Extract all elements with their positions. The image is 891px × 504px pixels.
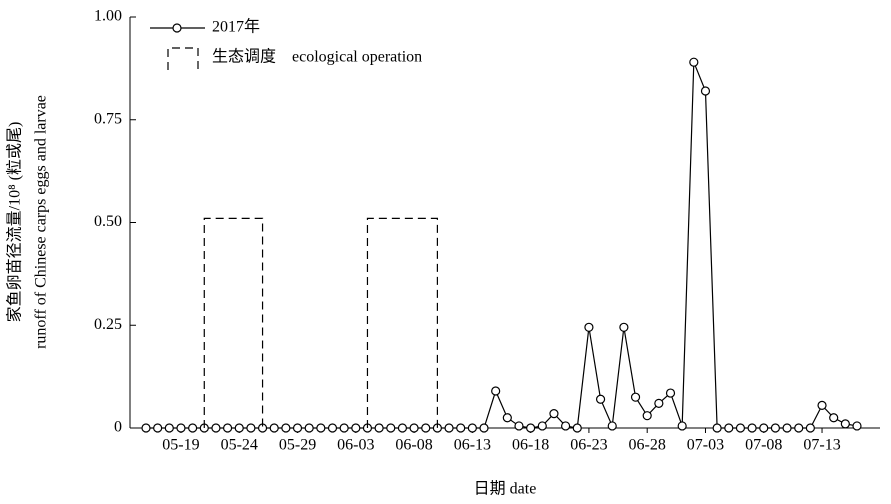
x-tick-label: 06-23 <box>570 437 607 454</box>
data-point <box>467 423 477 433</box>
data-point <box>176 423 186 433</box>
x-tick-label: 05-24 <box>221 437 258 454</box>
data-point <box>514 421 524 431</box>
data-point <box>526 423 536 433</box>
data-point <box>665 388 676 398</box>
data-point <box>677 421 687 431</box>
x-tick-label: 06-18 <box>512 437 549 454</box>
data-point <box>549 409 559 419</box>
data-point <box>339 423 349 433</box>
data-point <box>188 423 198 433</box>
data-point <box>421 423 431 433</box>
x-tick-label: 07-03 <box>687 437 724 454</box>
data-point <box>327 423 338 433</box>
operation-box <box>366 217 438 428</box>
data-point <box>817 400 827 410</box>
data-point <box>595 394 606 404</box>
data-point <box>537 421 547 431</box>
x-tick-label: 06-03 <box>337 437 374 454</box>
data-point <box>479 423 489 433</box>
x-tick-label: 06-28 <box>629 437 666 454</box>
data-point <box>619 322 629 332</box>
x-tick-label: 05-29 <box>279 437 316 454</box>
data-point <box>805 423 815 433</box>
data-point <box>491 386 501 396</box>
data-point <box>724 423 734 433</box>
data-point <box>292 423 303 433</box>
data-point <box>852 421 862 431</box>
x-axis-label: 日期 date <box>474 480 537 498</box>
data-point <box>281 423 291 433</box>
data-point <box>164 423 174 433</box>
data-point <box>444 423 454 433</box>
data-point <box>840 419 850 429</box>
data-point <box>759 423 769 433</box>
data-point <box>222 423 233 433</box>
data-point <box>269 423 279 433</box>
data-point <box>712 423 722 433</box>
legend-box <box>167 47 199 70</box>
data-point <box>584 322 594 332</box>
data-point <box>572 423 582 433</box>
data-point <box>735 423 746 433</box>
y-tick-label: 1.00 <box>94 8 122 25</box>
y-tick-label: 0.50 <box>94 213 122 230</box>
data-point <box>211 423 221 433</box>
data-point <box>829 413 839 423</box>
legend-label: 生态调度 ecological operation <box>212 48 422 66</box>
legend-label: 2017年 <box>212 18 260 36</box>
data-point <box>654 398 664 408</box>
y-axis-label: runoff of Chinese carps eggs and larvae <box>33 95 50 349</box>
data-point <box>770 423 781 433</box>
y-tick-label: 0 <box>114 419 122 436</box>
data-line <box>146 61 858 429</box>
data-point <box>502 413 512 423</box>
x-tick-label: 07-08 <box>745 437 782 454</box>
data-point <box>234 423 244 433</box>
data-point <box>747 423 757 433</box>
data-point <box>397 423 408 433</box>
y-axis-label: 家鱼卵苗径流量/10⁸ (粒或尾) <box>6 122 24 323</box>
data-point <box>316 423 326 433</box>
data-point <box>794 423 804 433</box>
x-tick-label: 05-19 <box>162 437 199 454</box>
data-point <box>246 423 256 433</box>
data-point <box>561 421 571 431</box>
x-tick-label: 06-13 <box>454 437 491 454</box>
data-point <box>642 411 652 421</box>
data-point <box>409 423 419 433</box>
data-point <box>374 423 384 433</box>
data-point <box>141 423 151 433</box>
y-tick-label: 0.25 <box>94 316 122 333</box>
data-point <box>700 86 711 96</box>
y-tick-label: 0.75 <box>94 110 122 127</box>
data-point <box>386 423 396 433</box>
data-point <box>607 421 617 431</box>
x-tick-label: 06-08 <box>395 437 432 454</box>
data-point <box>153 423 163 433</box>
data-point <box>782 423 792 433</box>
data-point <box>351 423 361 433</box>
legend-marker <box>172 23 182 33</box>
data-point <box>304 423 314 433</box>
data-point <box>689 57 699 67</box>
operation-box <box>203 217 264 428</box>
data-point <box>630 392 641 402</box>
x-tick-label: 07-13 <box>803 437 840 454</box>
data-point <box>456 423 466 433</box>
